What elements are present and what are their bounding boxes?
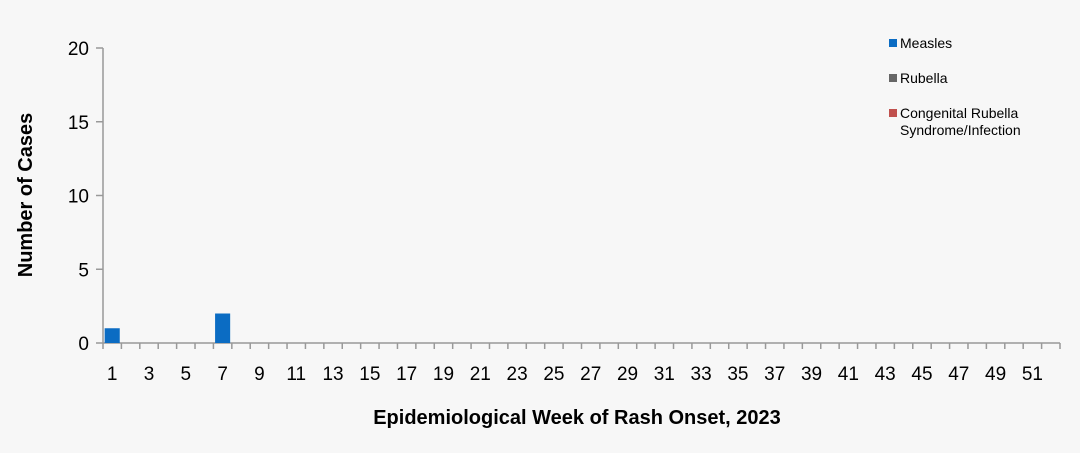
y-tick-label: 15 [68,113,89,134]
x-axis-label: Epidemiological Week of Rash Onset, 2023 [373,407,781,429]
legend-label-crs-line1: Congenital Rubella [900,105,1019,121]
legend: Measles Rubella Congenital Rubella Syndr… [889,35,1021,138]
x-tick-label: 27 [580,364,601,385]
x-tick-label: 3 [144,364,155,385]
x-tick-label: 49 [985,364,1006,385]
x-tick-label: 21 [470,364,491,385]
bar-measles-week-7 [215,313,231,343]
x-tick-label: 13 [322,364,343,385]
x-tick-label: 35 [727,364,748,385]
x-tick-label: 41 [838,364,859,385]
x-tick-label: 25 [543,364,564,385]
x-tick-label: 1 [107,364,118,385]
x-tick-label: 31 [654,364,675,385]
x-tick-label: 19 [433,364,454,385]
x-tick-label: 37 [764,364,785,385]
x-tick-label: 23 [507,364,528,385]
x-tick-label: 43 [875,364,896,385]
x-tick-label: 5 [181,364,192,385]
x-tick-label: 15 [359,364,380,385]
legend-swatch-crs [889,109,897,117]
x-tick-label: 11 [286,364,306,385]
x-tick-label: 47 [948,364,969,385]
y-tick-label: 0 [78,334,89,355]
x-tick-label: 29 [617,364,638,385]
legend-label-measles: Measles [900,35,952,51]
x-tick-label: 17 [396,364,417,385]
x-tick-label: 9 [254,364,265,385]
legend-swatch-rubella [889,74,897,82]
y-tick-label: 10 [68,187,89,208]
x-tick-label: 39 [801,364,822,385]
legend-swatch-measles [889,39,897,47]
y-tick-label: 5 [78,260,89,281]
y-axis-label: Number of Cases [15,113,37,278]
legend-label-crs-line2: Syndrome/Infection [900,122,1021,138]
x-tick-label: 7 [217,364,228,385]
x-tick-label: 51 [1022,364,1043,385]
bar-measles-week-1 [104,328,120,343]
x-tick-label: 33 [691,364,712,385]
x-tick-label: 45 [911,364,932,385]
y-tick-label: 20 [68,39,89,60]
legend-label-rubella: Rubella [900,70,948,86]
bars [104,313,231,343]
